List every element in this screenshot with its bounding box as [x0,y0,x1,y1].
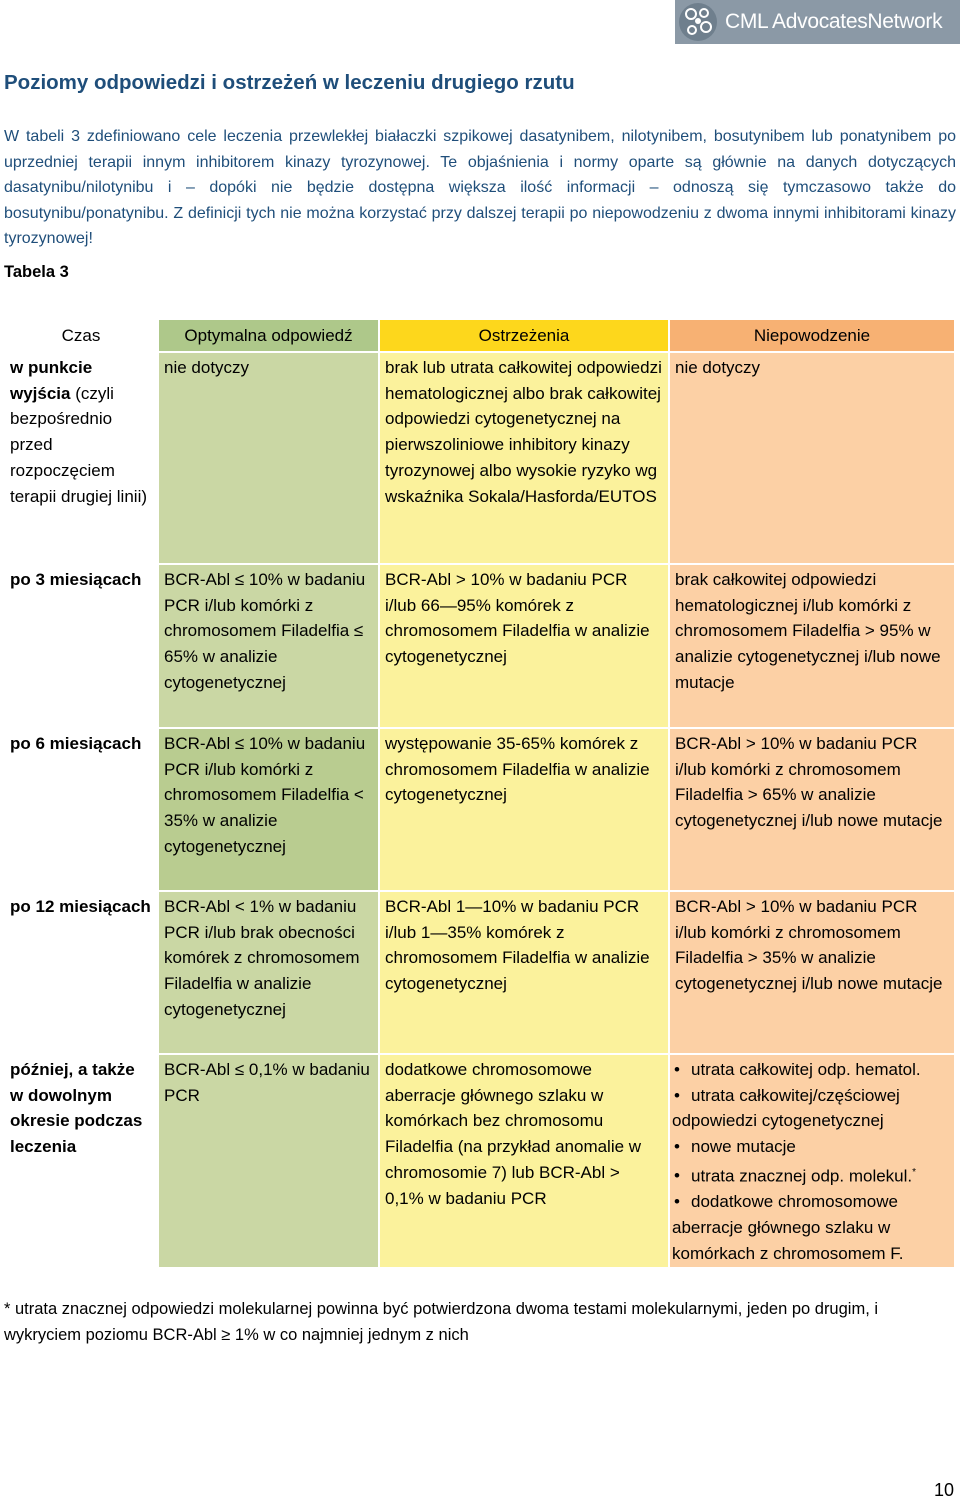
table-row: po 12 miesiącach BCR-Abl < 1% w badaniu … [5,892,954,1053]
cell-optimal: BCR-Abl < 1% w badaniu PCR i/lub brak ob… [159,892,378,1053]
list-item: utrata znacznej odp. molekul.* [672,1160,949,1189]
cell-failure: BCR-Abl > 10% w badaniu PCR i/lub komórk… [670,892,954,1053]
cell-time: później, a także w dowolnym okresie podc… [5,1055,157,1267]
table-label: Tabela 3 [4,263,69,281]
cell-failure: utrata całkowitej odp. hematol. utrata c… [670,1055,954,1267]
cell-optimal: nie dotyczy [159,353,378,563]
list-item-text: nowe mutacje [691,1137,796,1157]
failure-list: utrata całkowitej odp. hematol. utrata c… [672,1057,949,1266]
list-item: nowe mutacje [672,1134,949,1160]
intro-part-1: W tabeli 3 zdefiniowano cele leczenia pr… [4,128,956,171]
intro-part-2: Te objaśnienia i normy oparte są głównie… [4,153,956,248]
list-item-text: utrata znacznej odp. molekul. [691,1166,913,1186]
cell-time: po 3 miesiącach [5,565,157,727]
table-row: po 3 miesiącach BCR-Abl ≤ 10% w badaniu … [5,565,954,727]
list-item-text: dodatkowe chromosomowe aberracje główneg… [672,1192,904,1263]
list-item: utrata całkowitej odp. hematol. [672,1057,949,1083]
logo-text: CML AdvocatesNetwork [725,10,943,33]
time-label: po 12 miesiącach [10,897,151,916]
list-item: utrata całkowitej/częściowej odpowiedzi … [672,1083,949,1134]
table-header-row: Czas Optymalna odpowiedź Ostrzeżenia Nie… [5,320,954,351]
header-failure: Niepowodzenie [670,320,954,351]
cell-optimal: BCR-Abl ≤ 0,1% w badaniu PCR [159,1055,378,1267]
intro-paragraph: W tabeli 3 zdefiniowano cele leczenia pr… [4,124,956,252]
response-table: Czas Optymalna odpowiedź Ostrzeżenia Nie… [3,318,956,1269]
cell-optimal: BCR-Abl ≤ 10% w badaniu PCR i/lub komórk… [159,565,378,727]
table-row: później, a także w dowolnym okresie podc… [5,1055,954,1267]
cell-warning: BCR-Abl > 10% w badaniu PCR i/lub 66—95%… [380,565,668,727]
page-number: 10 [933,1480,954,1500]
brand-logo: CML AdvocatesNetwork [675,0,960,44]
cell-warning: występowanie 35-65% komórek z chromosome… [380,729,668,890]
cell-time: w punkcie wyjścia (czyli bezpośrednio pr… [5,353,157,563]
cell-optimal: BCR-Abl ≤ 10% w badaniu PCR i/lub komórk… [159,729,378,890]
cell-warning: dodatkowe chromosomowe aberracje główneg… [380,1055,668,1267]
time-label: po 3 miesiącach [10,570,142,589]
header-optimal: Optymalna odpowiedź [159,320,378,351]
cell-warning: BCR-Abl 1—10% w badaniu PCR i/lub 1—35% … [380,892,668,1053]
page-title: Poziomy odpowiedzi i ostrzeżeń w leczeni… [4,71,575,94]
network-logo-icon [679,3,717,41]
cell-warning: brak lub utrata całkowitej odpowiedzi he… [380,353,668,563]
header-czas: Czas [5,320,157,351]
cell-failure: nie dotyczy [670,353,954,563]
list-item: dodatkowe chromosomowe aberracje główneg… [672,1189,949,1266]
time-label: później, a także w dowolnym okresie podc… [10,1060,143,1157]
list-item-text: utrata całkowitej/częściowej odpowiedzi … [672,1085,900,1131]
header-warnings: Ostrzeżenia [380,320,668,351]
cell-time: po 12 miesiącach [5,892,157,1053]
cell-failure: BCR-Abl > 10% w badaniu PCR i/lub komórk… [670,729,954,890]
cell-time: po 6 miesiącach [5,729,157,890]
footnote-mark: * [912,1166,917,1178]
footnote: * utrata znacznej odpowiedzi molekularne… [4,1300,879,1344]
table-row: po 6 miesiącach BCR-Abl ≤ 10% w badaniu … [5,729,954,890]
time-note: (czyli bezpośrednio przed rozpoczęciem t… [10,383,148,506]
table-row: w punkcie wyjścia (czyli bezpośrednio pr… [5,353,954,563]
time-label: po 6 miesiącach [10,734,142,753]
list-item-text: utrata całkowitej odp. hematol. [691,1060,921,1079]
cell-failure: brak całkowitej odpowiedzi hematologiczn… [670,565,954,727]
time-label: w punkcie wyjścia [10,358,93,403]
